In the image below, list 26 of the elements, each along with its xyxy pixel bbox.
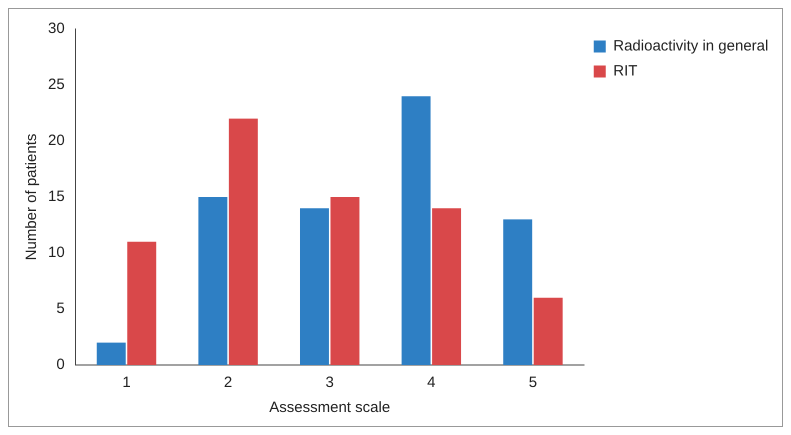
- legend-label: RIT: [613, 62, 638, 80]
- y-tick-label: 20: [48, 132, 65, 150]
- x-tick-label: 1: [122, 374, 131, 392]
- y-tick-label: 5: [56, 300, 65, 318]
- y-tick-label: 10: [48, 244, 65, 262]
- bar: [198, 197, 228, 365]
- x-tick-label: 2: [224, 374, 232, 392]
- bar: [432, 208, 462, 365]
- y-tick-label: 30: [48, 20, 65, 38]
- bar: [96, 342, 126, 365]
- y-tick-label: 0: [56, 356, 65, 374]
- x-axis-title: Assessment scale: [269, 399, 390, 416]
- y-tick-label: 25: [48, 76, 65, 94]
- bar: [534, 298, 563, 365]
- x-tick-label: 4: [427, 374, 436, 392]
- x-tick-label: 3: [326, 374, 334, 392]
- bar: [330, 197, 360, 365]
- bar: [300, 208, 329, 365]
- bar: [402, 96, 431, 365]
- y-tick-label: 15: [48, 188, 65, 206]
- bar: [127, 242, 156, 365]
- y-axis-title: Number of patients: [23, 134, 40, 260]
- bar: [228, 118, 258, 365]
- bar: [503, 219, 532, 365]
- legend-label: Radioactivity in general: [613, 38, 768, 55]
- x-tick-label: 5: [528, 374, 538, 392]
